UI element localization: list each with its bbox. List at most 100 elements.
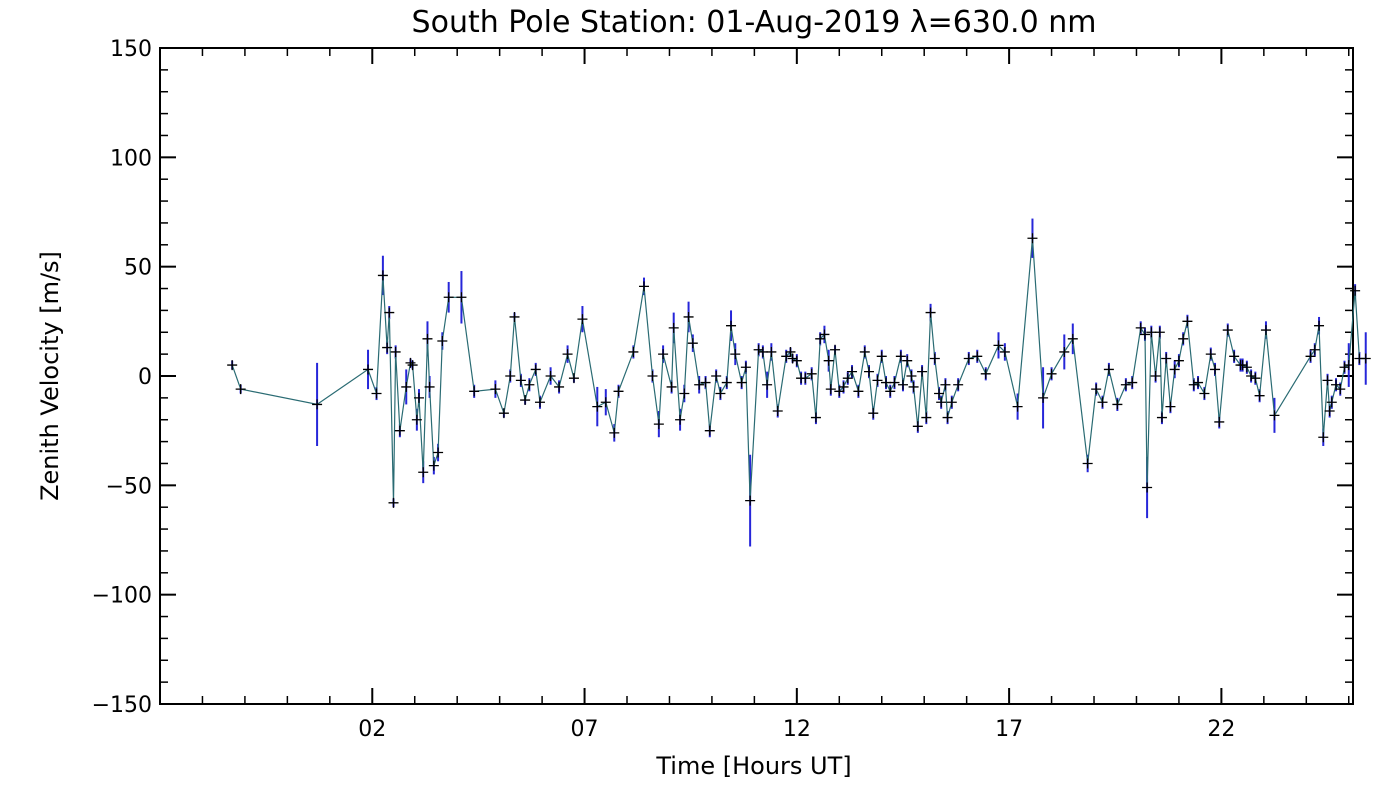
- data-point-marker: [936, 397, 947, 408]
- data-point-marker: [963, 353, 974, 364]
- data-point-marker: [736, 377, 747, 388]
- data-point-marker: [897, 379, 908, 390]
- data-point-marker: [810, 412, 821, 423]
- y-tick-label: 0: [138, 365, 152, 390]
- data-point-marker: [1027, 233, 1038, 244]
- data-point-marker: [312, 399, 323, 410]
- data-point-marker: [859, 346, 870, 357]
- data-point-marker: [1120, 379, 1131, 390]
- data-point-marker: [711, 371, 722, 381]
- data-point-marker: [785, 346, 796, 357]
- data-point-marker: [683, 311, 694, 322]
- data-point-marker: [653, 419, 664, 430]
- data-point-marker: [394, 425, 405, 436]
- data-point-marker: [382, 342, 393, 353]
- data-point-marker: [880, 377, 891, 388]
- data-point-marker: [401, 381, 412, 392]
- data-point-marker: [534, 397, 545, 408]
- data-point-marker: [885, 386, 896, 397]
- data-point-marker: [1067, 333, 1078, 344]
- data-point-marker: [853, 386, 864, 397]
- data-point-marker: [1059, 346, 1070, 357]
- data-point-marker: [872, 375, 883, 386]
- data-point-marker: [1210, 364, 1221, 375]
- data-point-marker: [675, 414, 686, 425]
- data-point-marker: [762, 379, 773, 390]
- data-point-marker: [1309, 344, 1320, 355]
- data-point-marker: [704, 425, 715, 436]
- data-point-marker: [745, 495, 756, 506]
- x-tick-label: 22: [1207, 717, 1235, 742]
- data-point-marker: [235, 384, 246, 395]
- data-point-marker: [921, 412, 932, 423]
- data-point-marker: [456, 292, 467, 303]
- data-point-marker: [934, 388, 945, 399]
- x-tick-label: 17: [995, 717, 1023, 742]
- data-point-marker: [1146, 327, 1157, 338]
- data-point-marker: [1246, 371, 1257, 381]
- data-point-marker: [515, 375, 526, 386]
- x-tick-label: 02: [358, 717, 386, 742]
- data-point-marker: [577, 314, 588, 325]
- data-point-marker: [428, 460, 439, 471]
- data-point-marker: [791, 355, 802, 366]
- data-point-marker: [384, 307, 395, 318]
- data-point-marker: [407, 360, 418, 371]
- data-point-marker: [1161, 353, 1172, 364]
- data-point-marker: [1154, 327, 1165, 338]
- data-point-marker: [1343, 360, 1354, 371]
- y-tick-label: 150: [110, 37, 152, 62]
- data-point-marker: [908, 381, 919, 392]
- data-point-marker: [1214, 416, 1225, 427]
- data-point-marker: [390, 346, 401, 357]
- data-point-marker: [757, 346, 768, 357]
- data-point-marker: [1269, 410, 1280, 421]
- data-point-marker: [953, 379, 964, 390]
- data-point-marker: [906, 371, 917, 381]
- data-point-marker: [925, 307, 936, 318]
- data-point-marker: [838, 381, 849, 392]
- tick-labels: −150 −100 −50 0 50 100 150 02 07 12 17 22: [92, 37, 1236, 742]
- data-point-marker: [726, 320, 737, 331]
- data-point-marker: [388, 497, 399, 508]
- data-point-marker: [942, 412, 953, 423]
- axis-ticks: [159, 47, 1353, 705]
- data-point-marker: [825, 384, 836, 395]
- data-point-marker: [730, 349, 741, 360]
- data-point-marker: [1156, 412, 1167, 423]
- data-point-marker: [1097, 397, 1108, 408]
- data-point-marker: [413, 392, 424, 403]
- data-point-marker: [227, 360, 238, 371]
- y-tick-label: 100: [110, 146, 152, 171]
- data-point-marker: [1150, 371, 1161, 381]
- data-point-marker: [443, 292, 454, 303]
- data-point-marker: [1046, 368, 1057, 379]
- data-point-marker: [469, 386, 480, 397]
- data-point-marker: [753, 344, 764, 355]
- data-point-marker: [1339, 362, 1350, 373]
- data-point-marker: [715, 388, 726, 399]
- data-point-marker: [363, 364, 374, 375]
- data-point-marker: [1322, 375, 1333, 386]
- data-point-marker: [1139, 329, 1150, 340]
- data-point-marker: [1188, 379, 1199, 390]
- data-point-marker: [628, 346, 639, 357]
- data-point-marker: [889, 377, 900, 388]
- y-axis-label: Zenith Velocity [m/s]: [36, 251, 64, 501]
- data-point-marker: [411, 414, 422, 425]
- data-point-marker: [823, 355, 834, 366]
- data-point-marker: [721, 377, 732, 388]
- data-point-marker: [1350, 285, 1361, 296]
- data-point-marker: [647, 371, 658, 381]
- data-point-marker: [1199, 388, 1210, 399]
- data-point-marker: [545, 371, 556, 381]
- data-point-marker: [1314, 320, 1325, 331]
- data-point-marker: [1082, 458, 1093, 469]
- data-point-marker: [864, 366, 875, 377]
- data-point-marker: [371, 388, 382, 399]
- data-point-marker: [1335, 384, 1346, 395]
- data-point-marker: [1326, 397, 1337, 408]
- data-point-marker: [1178, 333, 1189, 344]
- data-point-marker: [509, 311, 520, 322]
